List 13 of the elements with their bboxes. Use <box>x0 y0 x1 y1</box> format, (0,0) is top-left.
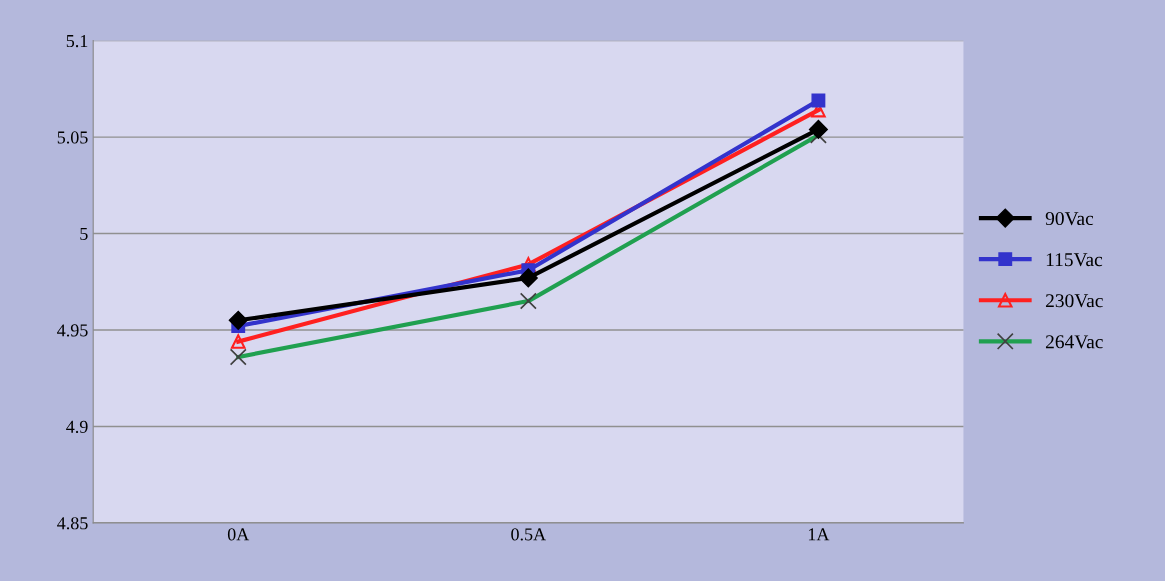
y-tick-label: 5 <box>80 228 88 240</box>
y-tick-label: 4.85 <box>57 517 88 530</box>
x-tick-label: 0A <box>227 528 250 541</box>
legend-label: 90Vac <box>1045 211 1094 226</box>
legend-label: 264Vac <box>1045 335 1103 349</box>
x-tick-label: 1A <box>808 528 830 541</box>
legend-label: 115Vac <box>1046 253 1103 267</box>
legend-label: 230Vac <box>1045 294 1103 308</box>
y-tick-label: 4.95 <box>57 324 88 337</box>
y-tick-label: 4.9 <box>66 420 88 433</box>
y-tick-label: 5.05 <box>57 131 88 144</box>
x-tick-label: 0.5A <box>511 528 546 541</box>
y-tick-label: 5.1 <box>66 35 88 48</box>
